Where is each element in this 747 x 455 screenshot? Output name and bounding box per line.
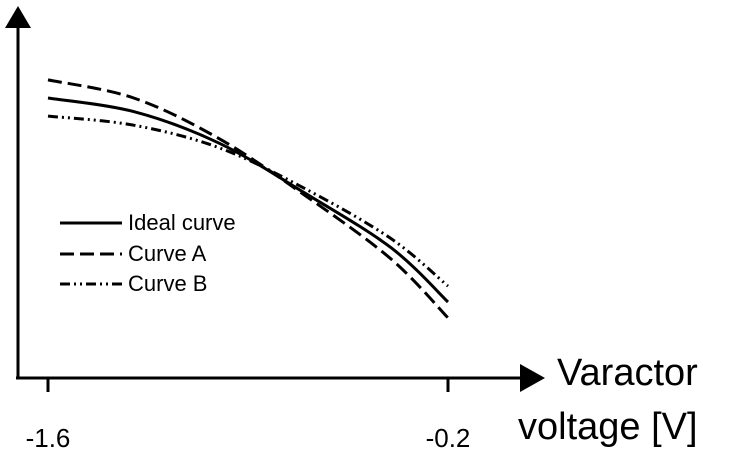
x-axis-label-line1: Varactor — [557, 352, 698, 394]
x-axis-label-line2: voltage [V] — [518, 406, 698, 448]
legend-label-a: Curve A — [128, 241, 207, 266]
legend-label-ideal: Ideal curve — [128, 210, 236, 235]
x-tick-label: -0.2 — [426, 423, 471, 450]
y-axis-arrow-icon — [5, 6, 31, 28]
series-line-curve-b — [47, 114, 449, 288]
legend-label-b: Curve B — [128, 271, 207, 296]
series-lines — [47, 78, 450, 319]
legend: Ideal curve Curve A Curve B — [60, 210, 236, 296]
series-line-ideal-curve — [47, 96, 450, 304]
series-line-curve-a — [47, 78, 450, 319]
x-tick-label: -1.6 — [26, 423, 71, 450]
x-ticks: -1.6 -0.2 — [26, 378, 471, 453]
x-axis-arrow-icon — [520, 364, 545, 392]
